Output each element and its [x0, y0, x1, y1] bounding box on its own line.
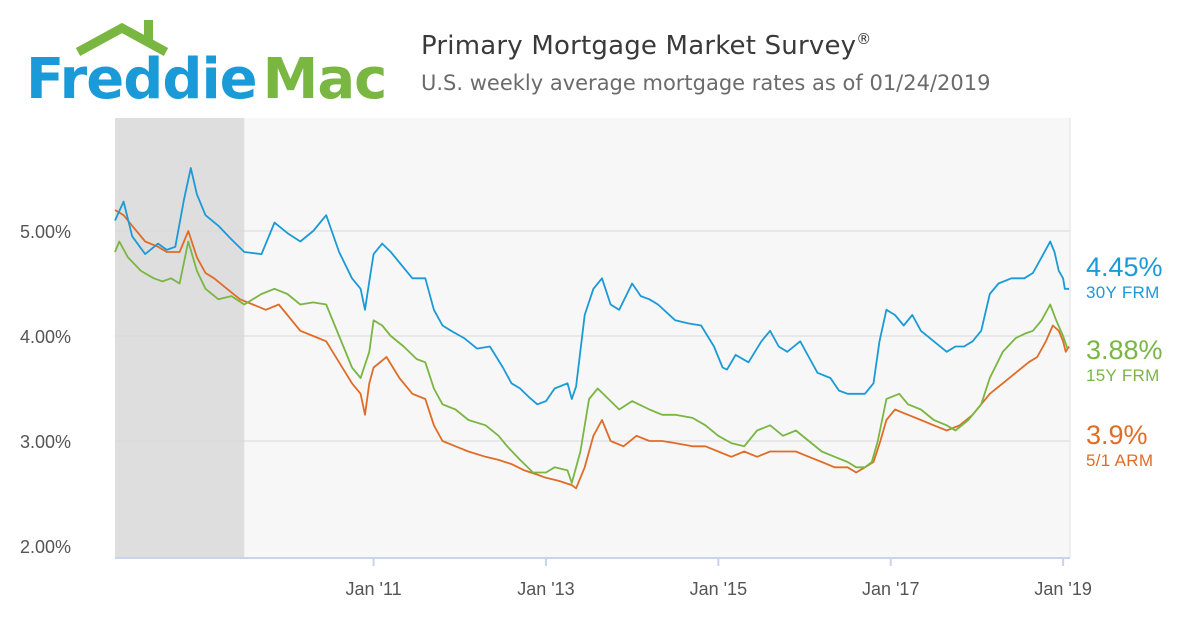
series-end-value: 3.9%: [1086, 420, 1148, 450]
series-name: 5/1 ARM: [1086, 451, 1154, 470]
y-tick-label: 3.00%: [20, 432, 71, 452]
series-end-label: 3.9% 5/1 ARM: [1086, 420, 1153, 472]
logo-text-mac: Mac: [263, 47, 384, 106]
x-tick-label: Jan '13: [517, 579, 574, 599]
house-roof-icon: [75, 22, 169, 56]
series-line-5-1-arm: [114, 209, 1070, 490]
series-end-value: 3.88%: [1086, 335, 1163, 365]
x-tick-label: Jan '19: [1034, 579, 1091, 599]
y-tick-label: 2.00%: [20, 537, 71, 557]
series-name: 30Y FRM: [1086, 283, 1160, 302]
series-end-label: 3.88% 15Y FRM: [1086, 335, 1163, 387]
x-tick-label: Jan '15: [690, 579, 747, 599]
shaded-period: [115, 118, 245, 558]
chart-header: Primary Mortgage Market Survey® U.S. wee…: [421, 30, 991, 95]
chart-title: Primary Mortgage Market Survey®: [421, 30, 872, 61]
chimney-icon: [144, 20, 153, 40]
x-tick-label: Jan '17: [862, 579, 919, 599]
logo-text-freddie: Freddie: [26, 47, 257, 106]
series-end-value: 4.45%: [1086, 252, 1163, 282]
chart-subtitle: U.S. weekly average mortgage rates as of…: [421, 71, 991, 95]
y-tick-label: 5.00%: [20, 222, 71, 242]
series-line-30y-frm: [114, 167, 1070, 406]
series-end-label: 4.45% 30Y FRM: [1086, 252, 1163, 304]
series-name: 15Y FRM: [1086, 366, 1160, 385]
x-tick-label: Jan '11: [345, 579, 401, 599]
freddie-mac-logo: Freddie Mac: [26, 20, 384, 106]
series-line-15y-frm: [114, 240, 1069, 484]
y-tick-label: 4.00%: [20, 327, 71, 347]
plot-background: [115, 118, 1070, 558]
registered-mark: ®: [856, 30, 872, 48]
